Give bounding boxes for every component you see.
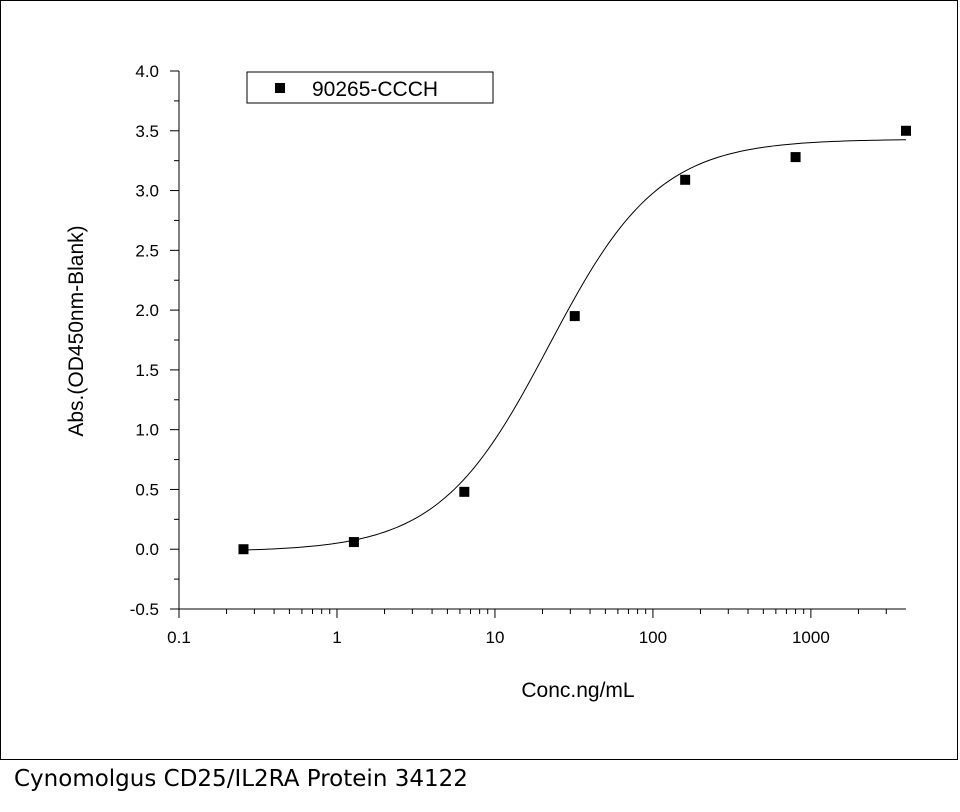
x-tick-label: 0.1 [167, 628, 191, 647]
y-tick-label: 2.5 [135, 241, 159, 260]
legend-box [246, 71, 494, 104]
dose-response-chart: 0.1 1 10 100 1000 -0.5 0.0 0.5 1.0 1.5 2.0 2.5 3.0 3… [65, 62, 911, 702]
y-tick-label: 2.0 [135, 301, 159, 320]
y-tick-label: -0.5 [130, 600, 159, 619]
y-tick-label: 0.5 [135, 480, 159, 499]
data-point [348, 537, 359, 548]
y-tick-label: 0.0 [135, 540, 159, 559]
y-tick-label: 3.0 [135, 182, 159, 201]
legend-label: 90265-CCCH [312, 78, 438, 101]
x-tick-label: 10 [485, 628, 504, 647]
chart-axes [178, 71, 906, 610]
chart-frame: 0.1 1 10 100 1000 -0.5 0.0 0.5 1.0 1.5 2.0 2.5 3.0 3… [0, 0, 958, 760]
y-axis-title: Abs.(OD450nm-Blank) [65, 225, 88, 436]
data-point [238, 544, 249, 555]
x-tick-label: 1000 [792, 628, 830, 647]
data-point [680, 174, 691, 185]
y-tick-label: 1.5 [135, 361, 159, 380]
fit-curve [243, 139, 907, 551]
y-tick-label: 4.0 [135, 62, 159, 81]
y-tick-label: 1.0 [135, 421, 159, 440]
x-axis-ticks: 0.1 1 10 100 1000 [167, 609, 887, 647]
y-axis-ticks: -0.5 0.0 0.5 1.0 1.5 2.0 2.5 3.0 3.5 4.0 [130, 62, 179, 619]
x-tick-label: 1 [332, 628, 341, 647]
data-points [238, 125, 911, 555]
x-tick-label: 100 [639, 628, 667, 647]
y-tick-label: 3.5 [135, 122, 159, 141]
data-point [901, 125, 911, 136]
legend-marker-square [275, 83, 285, 93]
x-axis-title: Conc.ng/mL [521, 679, 634, 702]
data-point [569, 311, 580, 322]
legend: 90265-CCCH [246, 71, 494, 104]
data-point [459, 486, 470, 497]
figure-caption: Cynomolgus CD25/IL2RA Protein 34122 [14, 766, 468, 792]
data-point [790, 152, 801, 163]
